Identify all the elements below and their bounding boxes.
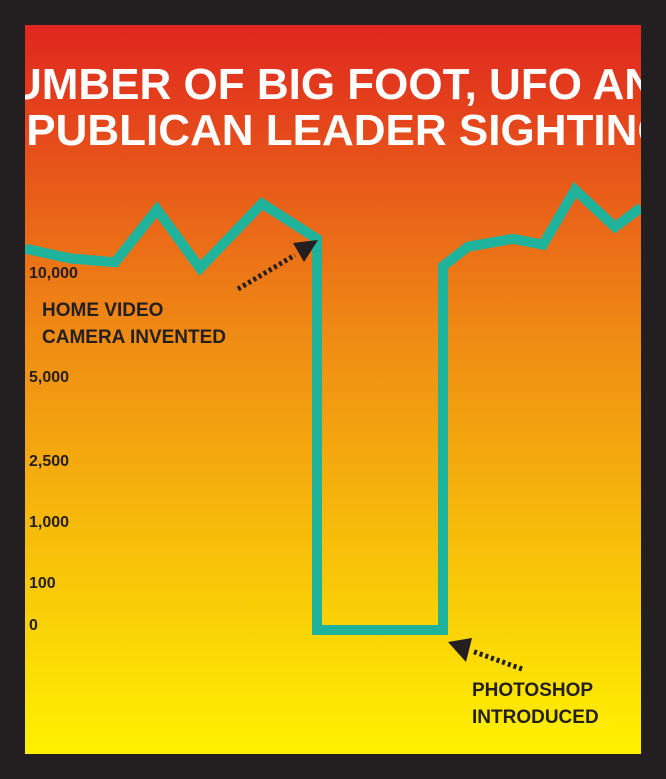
- data-point: [316, 629, 318, 631]
- y-tick-label: 5,000: [29, 369, 69, 386]
- series-line: [25, 181, 641, 635]
- annotation-photoshop: PHOTOSHOP INTRODUCED: [448, 638, 599, 728]
- annotation-photoshop-line-1: PHOTOSHOP: [472, 680, 593, 701]
- annotation-photoshop-line-2: INTRODUCED: [472, 707, 599, 728]
- chart-frame: NUMBER OF BIG FOOT, UFO AND REPUBLICAN L…: [25, 25, 641, 754]
- data-point: [69, 257, 71, 259]
- data-point: [512, 238, 514, 240]
- chart-title-line-2: REPUBLICAN LEADER SIGHTINGS: [25, 106, 641, 155]
- y-tick-label: 100: [29, 575, 56, 592]
- annotation-home-video-arrow-shaft: [236, 252, 297, 292]
- data-point: [156, 208, 158, 210]
- annotation-photoshop-arrow-shaft: [471, 648, 523, 672]
- annotation-home-video: HOME VIDEO CAMERA INVENTED: [42, 240, 318, 348]
- data-point: [316, 238, 318, 240]
- annotation-home-video-line-2: CAMERA INVENTED: [42, 327, 226, 348]
- y-tick-label: 1,000: [29, 514, 69, 531]
- y-tick-labels: 10,000 5,000 2,500 1,000 100 0: [29, 265, 78, 634]
- chart-plot: NUMBER OF BIG FOOT, UFO AND REPUBLICAN L…: [25, 25, 641, 754]
- y-tick-label: 2,500: [29, 453, 69, 470]
- annotation-home-video-arrowhead: [293, 240, 318, 262]
- data-point: [467, 246, 469, 248]
- annotation-photoshop-arrowhead: [448, 638, 472, 662]
- y-tick-label: 10,000: [29, 265, 78, 282]
- y-tick-label: 0: [29, 617, 38, 634]
- data-point: [542, 244, 544, 246]
- data-point: [261, 203, 263, 205]
- series-layer: [25, 181, 641, 635]
- data-point: [442, 265, 444, 267]
- data-point: [199, 267, 201, 269]
- data-point: [574, 189, 576, 191]
- data-point: [442, 629, 444, 631]
- chart-title-line-1: NUMBER OF BIG FOOT, UFO AND: [25, 60, 641, 109]
- data-point: [114, 261, 116, 263]
- data-point: [614, 226, 616, 228]
- annotation-home-video-line-1: HOME VIDEO: [42, 300, 163, 321]
